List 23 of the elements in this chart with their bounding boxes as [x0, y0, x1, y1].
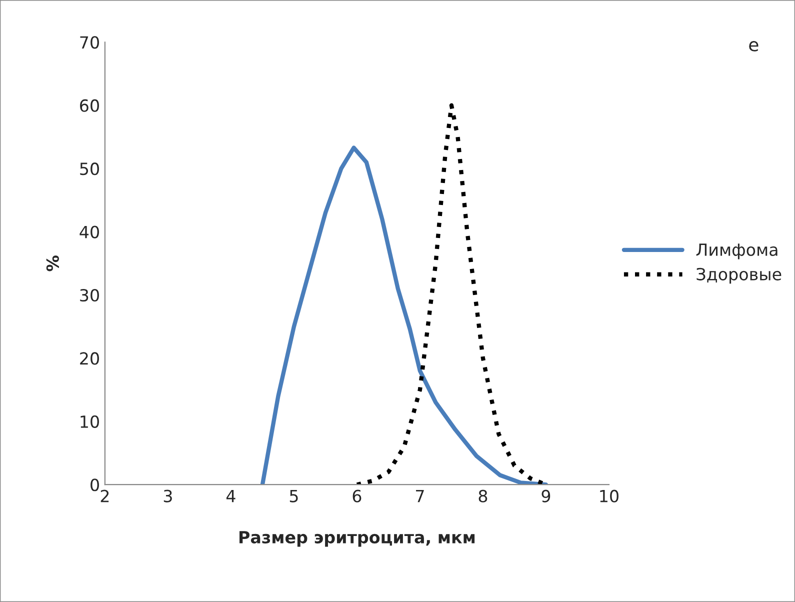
x-tick-label: 4	[226, 490, 236, 502]
line-series	[260, 146, 548, 485]
y-tick-label: 10	[80, 415, 99, 428]
x-tick-label: 10	[600, 490, 618, 502]
y-tick-label: 0	[90, 478, 99, 492]
y-tick-label: 40	[80, 226, 99, 238]
x-tick-label: 3	[164, 490, 172, 502]
x-tick-label: 5	[290, 490, 298, 502]
x-tick-label: 6	[352, 490, 362, 502]
x-tick-label: 9	[542, 490, 550, 502]
legend-label: Лимфома	[696, 244, 778, 260]
y-tick-label: 20	[80, 352, 99, 365]
y-tick-label: 30	[80, 288, 99, 302]
x-tick-label: 7	[416, 490, 424, 502]
x-tick-label: 8	[478, 490, 488, 502]
text: е	[749, 41, 758, 52]
y-tick-label: 60	[80, 99, 99, 112]
y-axis-title: %	[46, 256, 59, 272]
y-tick-label: 50	[80, 162, 99, 176]
legend-label: Здоровые	[696, 268, 782, 284]
x-tick-label: 2	[100, 490, 109, 502]
x-axis-title: Размер эритроцита, мкм	[240, 531, 475, 547]
y-tick-label: 70	[80, 36, 99, 49]
